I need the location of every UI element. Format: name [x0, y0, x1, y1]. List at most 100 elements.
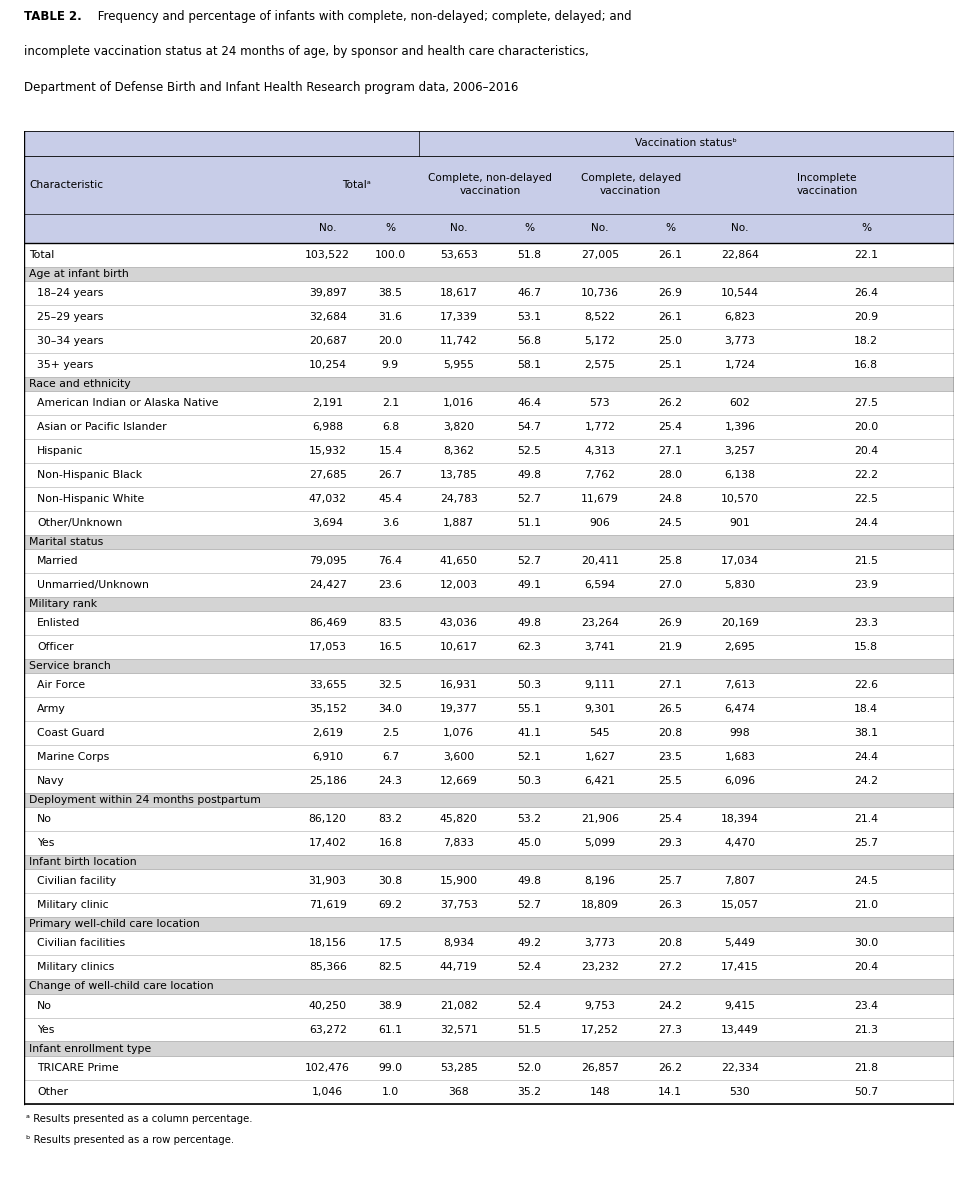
Text: 21.9: 21.9: [658, 641, 682, 652]
Bar: [24, 769, 954, 793]
Text: 35.2: 35.2: [518, 1086, 541, 1097]
Text: 24,783: 24,783: [440, 494, 478, 503]
Text: 63,272: 63,272: [308, 1025, 346, 1034]
Text: 34.0: 34.0: [378, 704, 403, 714]
Bar: [24, 745, 954, 769]
Text: 79,095: 79,095: [308, 556, 346, 565]
Text: Yes: Yes: [37, 838, 54, 848]
Text: 148: 148: [590, 1086, 610, 1097]
Bar: [24, 305, 954, 328]
Text: 21.3: 21.3: [854, 1025, 879, 1034]
Text: 22,334: 22,334: [721, 1063, 759, 1072]
Text: 32.5: 32.5: [378, 681, 403, 690]
Text: 23.9: 23.9: [854, 580, 879, 590]
Text: %: %: [666, 224, 675, 233]
Bar: [24, 596, 954, 610]
Text: 20,411: 20,411: [581, 556, 619, 565]
Bar: [24, 917, 954, 932]
Text: 17.5: 17.5: [378, 939, 403, 948]
Text: 45,820: 45,820: [440, 814, 478, 823]
Text: 2,191: 2,191: [312, 397, 343, 408]
Bar: [24, 439, 954, 463]
Text: 17,053: 17,053: [308, 641, 346, 652]
Text: Infant birth location: Infant birth location: [29, 857, 136, 868]
Text: 11,742: 11,742: [440, 336, 478, 346]
Text: 49.8: 49.8: [518, 470, 541, 480]
Text: 24.8: 24.8: [658, 494, 682, 503]
Text: TABLE 2.: TABLE 2.: [24, 10, 82, 23]
Text: 25.7: 25.7: [658, 876, 682, 887]
Text: 8,522: 8,522: [585, 312, 616, 322]
Text: 40,250: 40,250: [308, 1001, 346, 1010]
Text: Primary well-child care location: Primary well-child care location: [29, 920, 199, 929]
Text: %: %: [861, 224, 871, 233]
Text: 7,807: 7,807: [724, 876, 755, 887]
Text: No: No: [37, 814, 53, 823]
Text: 9.9: 9.9: [381, 359, 399, 370]
Text: 5,955: 5,955: [444, 359, 474, 370]
Text: 18,156: 18,156: [308, 939, 346, 948]
Text: 20.8: 20.8: [658, 728, 682, 738]
Text: Coast Guard: Coast Guard: [37, 728, 105, 738]
Text: 24,427: 24,427: [308, 580, 346, 590]
Text: Frequency and percentage of infants with complete, non-delayed; complete, delaye: Frequency and percentage of infants with…: [94, 10, 631, 23]
Text: 9,415: 9,415: [724, 1001, 755, 1010]
Text: Change of well-child care location: Change of well-child care location: [29, 982, 214, 991]
Text: 83.2: 83.2: [378, 814, 403, 823]
Bar: [24, 377, 954, 392]
Text: 27.5: 27.5: [854, 397, 879, 408]
Text: 39,897: 39,897: [308, 288, 346, 298]
Text: 37,753: 37,753: [440, 900, 478, 910]
Text: 25.0: 25.0: [658, 336, 682, 346]
Text: 16.8: 16.8: [378, 838, 403, 848]
Text: 17,252: 17,252: [581, 1025, 619, 1034]
Bar: [24, 635, 954, 659]
Text: 49.2: 49.2: [518, 939, 541, 948]
Text: 62.3: 62.3: [518, 641, 541, 652]
Bar: [24, 352, 954, 377]
Text: 38.9: 38.9: [378, 1001, 403, 1010]
Text: 41.1: 41.1: [518, 728, 541, 738]
Text: 26,857: 26,857: [581, 1063, 619, 1072]
Bar: [24, 854, 954, 869]
Text: 6,474: 6,474: [724, 704, 755, 714]
Text: 35+ years: 35+ years: [37, 359, 93, 370]
Bar: [24, 463, 954, 487]
Text: 26.5: 26.5: [658, 704, 682, 714]
Text: 38.1: 38.1: [854, 728, 879, 738]
Text: 22.1: 22.1: [854, 250, 879, 259]
Text: 9,753: 9,753: [585, 1001, 616, 1010]
Text: 53,285: 53,285: [440, 1063, 478, 1072]
Bar: [24, 549, 954, 572]
Text: 17,034: 17,034: [721, 556, 759, 565]
Text: Vaccination statusᵇ: Vaccination statusᵇ: [635, 138, 738, 149]
Text: 10,617: 10,617: [440, 641, 478, 652]
Text: Military clinics: Military clinics: [37, 963, 115, 972]
Text: 1,887: 1,887: [444, 518, 474, 527]
Text: 31,903: 31,903: [308, 876, 346, 887]
Text: 16.5: 16.5: [378, 641, 403, 652]
Text: 2,695: 2,695: [724, 641, 755, 652]
Text: 20.4: 20.4: [854, 446, 879, 456]
Text: 3,257: 3,257: [724, 446, 755, 456]
Text: 6,138: 6,138: [724, 470, 755, 480]
Text: 18.4: 18.4: [854, 704, 879, 714]
Text: 530: 530: [730, 1086, 750, 1097]
Text: 27.3: 27.3: [658, 1025, 682, 1034]
Text: 61.1: 61.1: [378, 1025, 403, 1034]
Text: 18–24 years: 18–24 years: [37, 288, 104, 298]
Bar: [24, 534, 954, 549]
Text: 45.4: 45.4: [378, 494, 403, 503]
Text: 32,571: 32,571: [440, 1025, 478, 1034]
Text: 82.5: 82.5: [378, 963, 403, 972]
Text: 21.8: 21.8: [854, 1063, 879, 1072]
Text: Hispanic: Hispanic: [37, 446, 84, 456]
Text: 6,594: 6,594: [585, 580, 616, 590]
Text: 1,627: 1,627: [585, 752, 616, 762]
Text: Civilian facility: Civilian facility: [37, 876, 117, 887]
Text: 15.8: 15.8: [854, 641, 879, 652]
Text: 1,076: 1,076: [443, 728, 474, 738]
Text: 3,741: 3,741: [585, 641, 616, 652]
Text: No: No: [37, 1001, 53, 1010]
Text: 43,036: 43,036: [440, 618, 478, 628]
